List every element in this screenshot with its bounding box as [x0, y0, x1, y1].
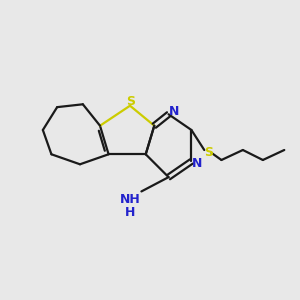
Text: N: N	[169, 106, 179, 118]
Text: H: H	[125, 206, 135, 219]
Text: N: N	[191, 157, 202, 170]
Text: S: S	[204, 146, 213, 159]
Text: NH: NH	[120, 194, 140, 206]
Text: S: S	[126, 95, 135, 108]
